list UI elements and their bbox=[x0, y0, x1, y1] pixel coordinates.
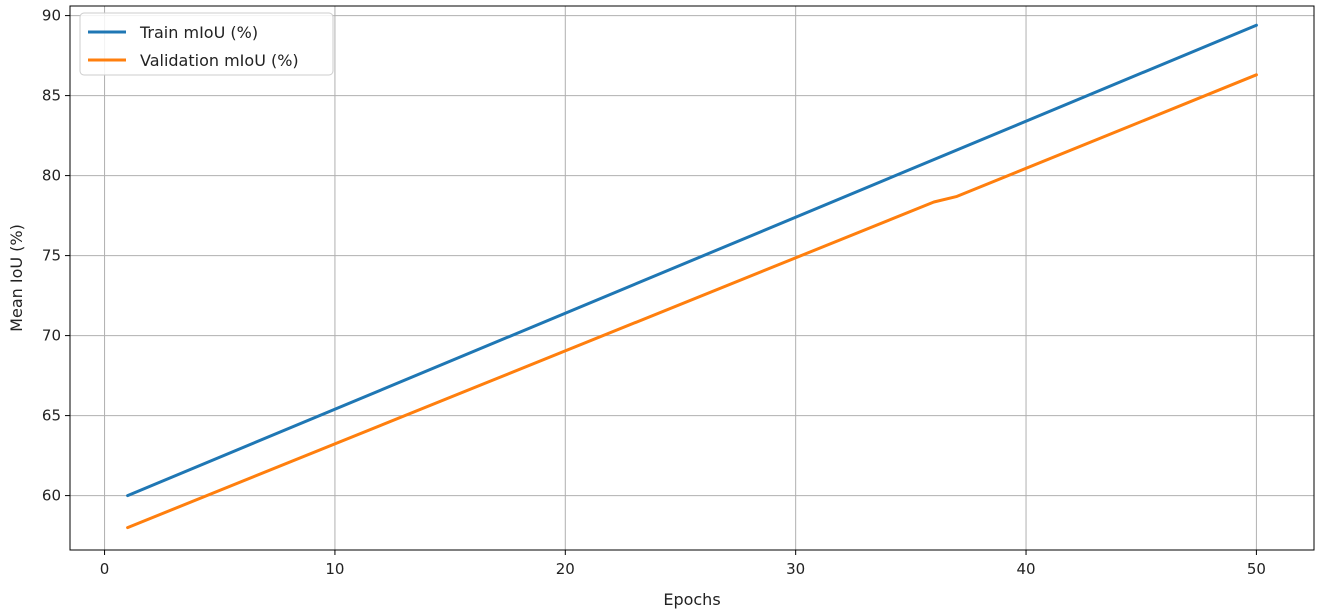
series-line-1 bbox=[126, 73, 1258, 530]
x-tick-label: 0 bbox=[100, 560, 110, 578]
series-line-0 bbox=[126, 23, 1258, 498]
y-tick-label: 65 bbox=[42, 407, 61, 425]
grid-lines bbox=[70, 6, 1314, 550]
y-tick-label: 70 bbox=[42, 327, 61, 345]
x-axis-label: Epochs bbox=[663, 590, 720, 609]
legend-entry-label: Validation mIoU (%) bbox=[140, 51, 299, 70]
legend: Train mIoU (%) Validation mIoU (%) bbox=[79, 12, 334, 76]
y-tick-label: 85 bbox=[42, 87, 61, 105]
y-tick-label: 75 bbox=[42, 247, 61, 265]
legend-box bbox=[79, 12, 334, 76]
x-tick-label: 20 bbox=[556, 560, 575, 578]
y-tick-label: 90 bbox=[42, 7, 61, 25]
x-tick-label: 30 bbox=[786, 560, 805, 578]
y-axis-label: Mean IoU (%) bbox=[7, 224, 26, 332]
plot-frame bbox=[69, 5, 1315, 551]
x-tick-label: 10 bbox=[325, 560, 344, 578]
legend-entry-label: Train mIoU (%) bbox=[139, 23, 258, 42]
axis-ticks: 0 10 20 30 40 50 60 65 70 75 80 85 90 bbox=[42, 7, 1266, 578]
series-lines bbox=[126, 23, 1258, 530]
x-tick-label: 50 bbox=[1247, 560, 1266, 578]
y-tick-label: 60 bbox=[42, 487, 61, 505]
y-tick-label: 80 bbox=[42, 167, 61, 185]
x-tick-label: 40 bbox=[1016, 560, 1035, 578]
